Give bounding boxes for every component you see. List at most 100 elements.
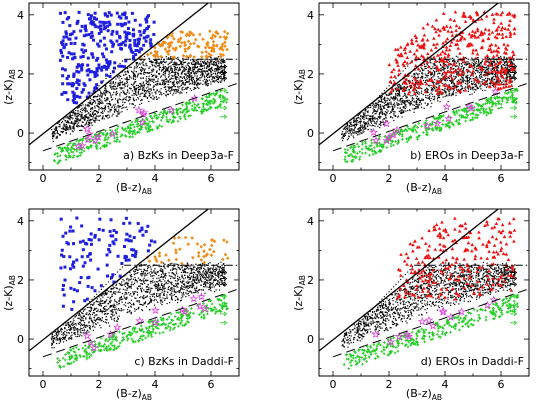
data-point-dot	[121, 107, 123, 110]
data-point-dot	[383, 106, 385, 108]
data-point-dot	[175, 71, 177, 74]
data-point-triangle	[493, 35, 498, 39]
data-point-dot	[384, 101, 387, 103]
data-point-dot	[453, 83, 456, 85]
data-point-dot	[143, 95, 145, 97]
data-point-dot	[424, 77, 426, 79]
data-point-dot	[491, 73, 493, 75]
data-point-dot	[461, 81, 463, 83]
data-point-dot	[205, 84, 207, 86]
data-point-dot	[486, 68, 489, 70]
data-point-cross	[176, 120, 180, 123]
data-point-dot	[104, 99, 106, 102]
data-point-triangle	[448, 69, 452, 74]
data-point-dot	[123, 91, 125, 93]
data-point-triangle	[413, 91, 417, 95]
data-point-dot	[493, 73, 496, 76]
data-point-dot	[93, 110, 95, 112]
data-point-dot	[372, 118, 374, 120]
data-point-dot	[400, 85, 402, 87]
data-point-dot	[94, 107, 96, 109]
data-point-triangle	[402, 86, 407, 90]
data-point-dot	[122, 101, 124, 103]
data-point-dot	[112, 104, 115, 106]
data-point-triangle	[401, 88, 406, 92]
data-point-dot	[130, 87, 132, 90]
data-point-dot	[172, 70, 174, 72]
data-point-dot	[212, 80, 215, 83]
data-point-cross	[364, 151, 367, 155]
data-point-dot	[376, 111, 378, 113]
data-point-dot	[214, 70, 216, 72]
data-point-dot	[133, 68, 135, 70]
data-point-cross	[165, 118, 169, 122]
data-point-dot	[473, 65, 476, 67]
data-point-dot	[505, 57, 508, 59]
data-point-dot	[478, 65, 480, 67]
data-point-dot	[130, 66, 132, 68]
data-point-dot	[433, 67, 435, 69]
data-point-triangle	[501, 85, 506, 89]
data-point-dot	[84, 124, 86, 126]
data-point-dot	[510, 74, 512, 76]
data-point-dot	[371, 104, 373, 107]
data-point-dot	[350, 128, 353, 130]
data-point-dot	[168, 88, 170, 90]
data-point-dot	[397, 107, 399, 109]
data-point-cross	[486, 97, 490, 101]
data-point-dot	[208, 62, 211, 64]
data-point-dot	[394, 97, 396, 99]
data-point-dot	[173, 82, 175, 84]
data-point-square	[61, 82, 65, 86]
data-point-triangle	[497, 82, 501, 86]
data-point-cross	[197, 106, 201, 109]
data-point-triangle	[453, 69, 457, 73]
data-point-square	[134, 49, 138, 53]
y-tick-label: 2	[17, 68, 24, 81]
data-point-dot	[61, 127, 63, 130]
data-point-dot	[218, 61, 220, 63]
data-point-dot	[450, 73, 452, 75]
data-point-dot	[456, 80, 458, 83]
data-point-square	[93, 72, 97, 76]
data-point-square	[108, 74, 112, 78]
data-point-cross	[56, 162, 59, 165]
data-point-dot	[506, 60, 508, 62]
data-point-dot	[421, 75, 423, 77]
data-point-dot	[200, 65, 202, 67]
data-point-dot	[358, 113, 361, 115]
data-point-dot	[476, 64, 478, 67]
data-point-dot	[466, 61, 468, 63]
data-point-dot	[93, 100, 95, 102]
data-point-diamond	[186, 46, 190, 51]
data-point-triangle	[499, 73, 504, 77]
data-point-dot	[470, 75, 472, 77]
data-point-dot	[160, 75, 163, 77]
data-point-dot	[112, 98, 114, 100]
data-point-dot	[454, 62, 456, 64]
data-point-cross	[161, 114, 165, 117]
data-point-square	[107, 60, 111, 64]
data-point-dot	[190, 72, 193, 74]
data-point-dot	[176, 91, 178, 93]
data-point-dot	[462, 61, 464, 63]
data-point-dot	[352, 124, 354, 126]
data-point-dot	[412, 104, 414, 106]
data-point-dot	[220, 74, 223, 76]
data-point-dot	[404, 108, 406, 110]
data-point-cross	[407, 127, 411, 130]
data-point-dot	[106, 99, 108, 101]
data-point-dot	[170, 78, 173, 80]
data-point-dot	[215, 61, 217, 64]
data-point-dot	[399, 107, 401, 110]
data-point-dot	[421, 72, 423, 75]
data-point-dot	[168, 65, 170, 67]
data-point-dot	[439, 61, 441, 64]
data-point-dot	[488, 57, 491, 60]
data-point-dot	[146, 89, 148, 92]
data-point-dot	[63, 124, 65, 126]
data-point-cross	[103, 138, 106, 142]
data-point-dot	[163, 79, 165, 81]
data-point-triangle	[470, 33, 475, 37]
data-point-square	[60, 41, 64, 45]
